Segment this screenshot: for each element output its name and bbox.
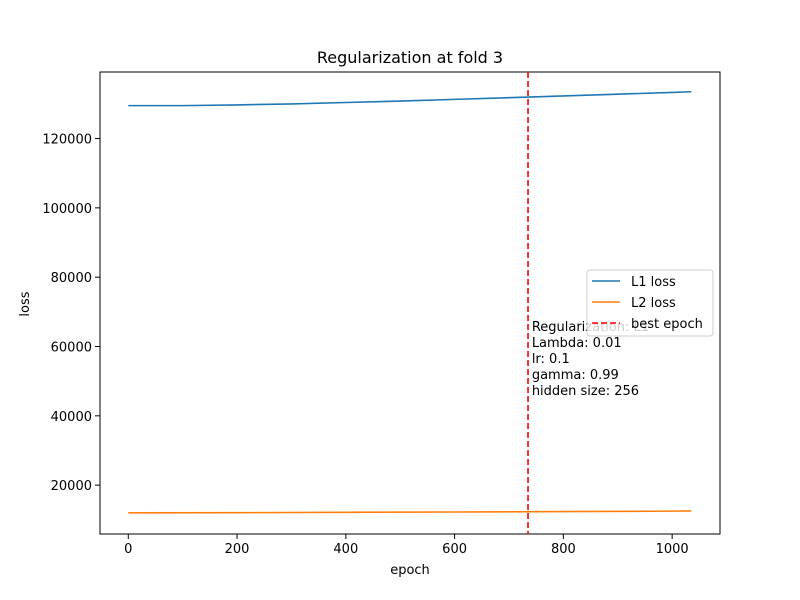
x-tick-label: 400 [333,542,358,557]
annotation-line: hidden size: 256 [532,384,639,399]
x-tick-label: 800 [551,542,576,557]
annotation-line: lr: 0.1 [532,352,570,367]
legend-label: L2 loss [631,296,676,311]
plot-area: 0 200 400 600 800 1000 20000 40000 60000 80000 100… [42,71,721,557]
x-axis-label: epoch [390,563,430,578]
y-tick-label: 20000 [51,479,92,494]
x-tick-label: 600 [442,542,467,557]
axes-frame [99,71,721,535]
y-tick-label: 120000 [42,133,92,148]
series-line-1 [128,90,692,107]
annotation-line: gamma: 0.99 [532,368,619,383]
x-tick-label: 0 [124,542,132,557]
y-tick-label: 60000 [51,340,92,355]
y-tick-label: 100000 [42,202,92,217]
legend-label: L1 loss [631,275,676,290]
x-tick-label: 1000 [656,542,689,557]
series-line-2 [128,510,692,514]
y-axis-label: loss [18,291,33,316]
y-tick-label: 40000 [51,410,92,425]
legend-label: best epoch [631,317,703,332]
chart-title: Regularization at fold 3 [317,48,503,67]
y-tick-label: 80000 [51,271,92,286]
x-tick-label: 200 [225,542,250,557]
annotation-line: Lambda: 0.01 [532,336,622,351]
legend-box [586,269,714,337]
